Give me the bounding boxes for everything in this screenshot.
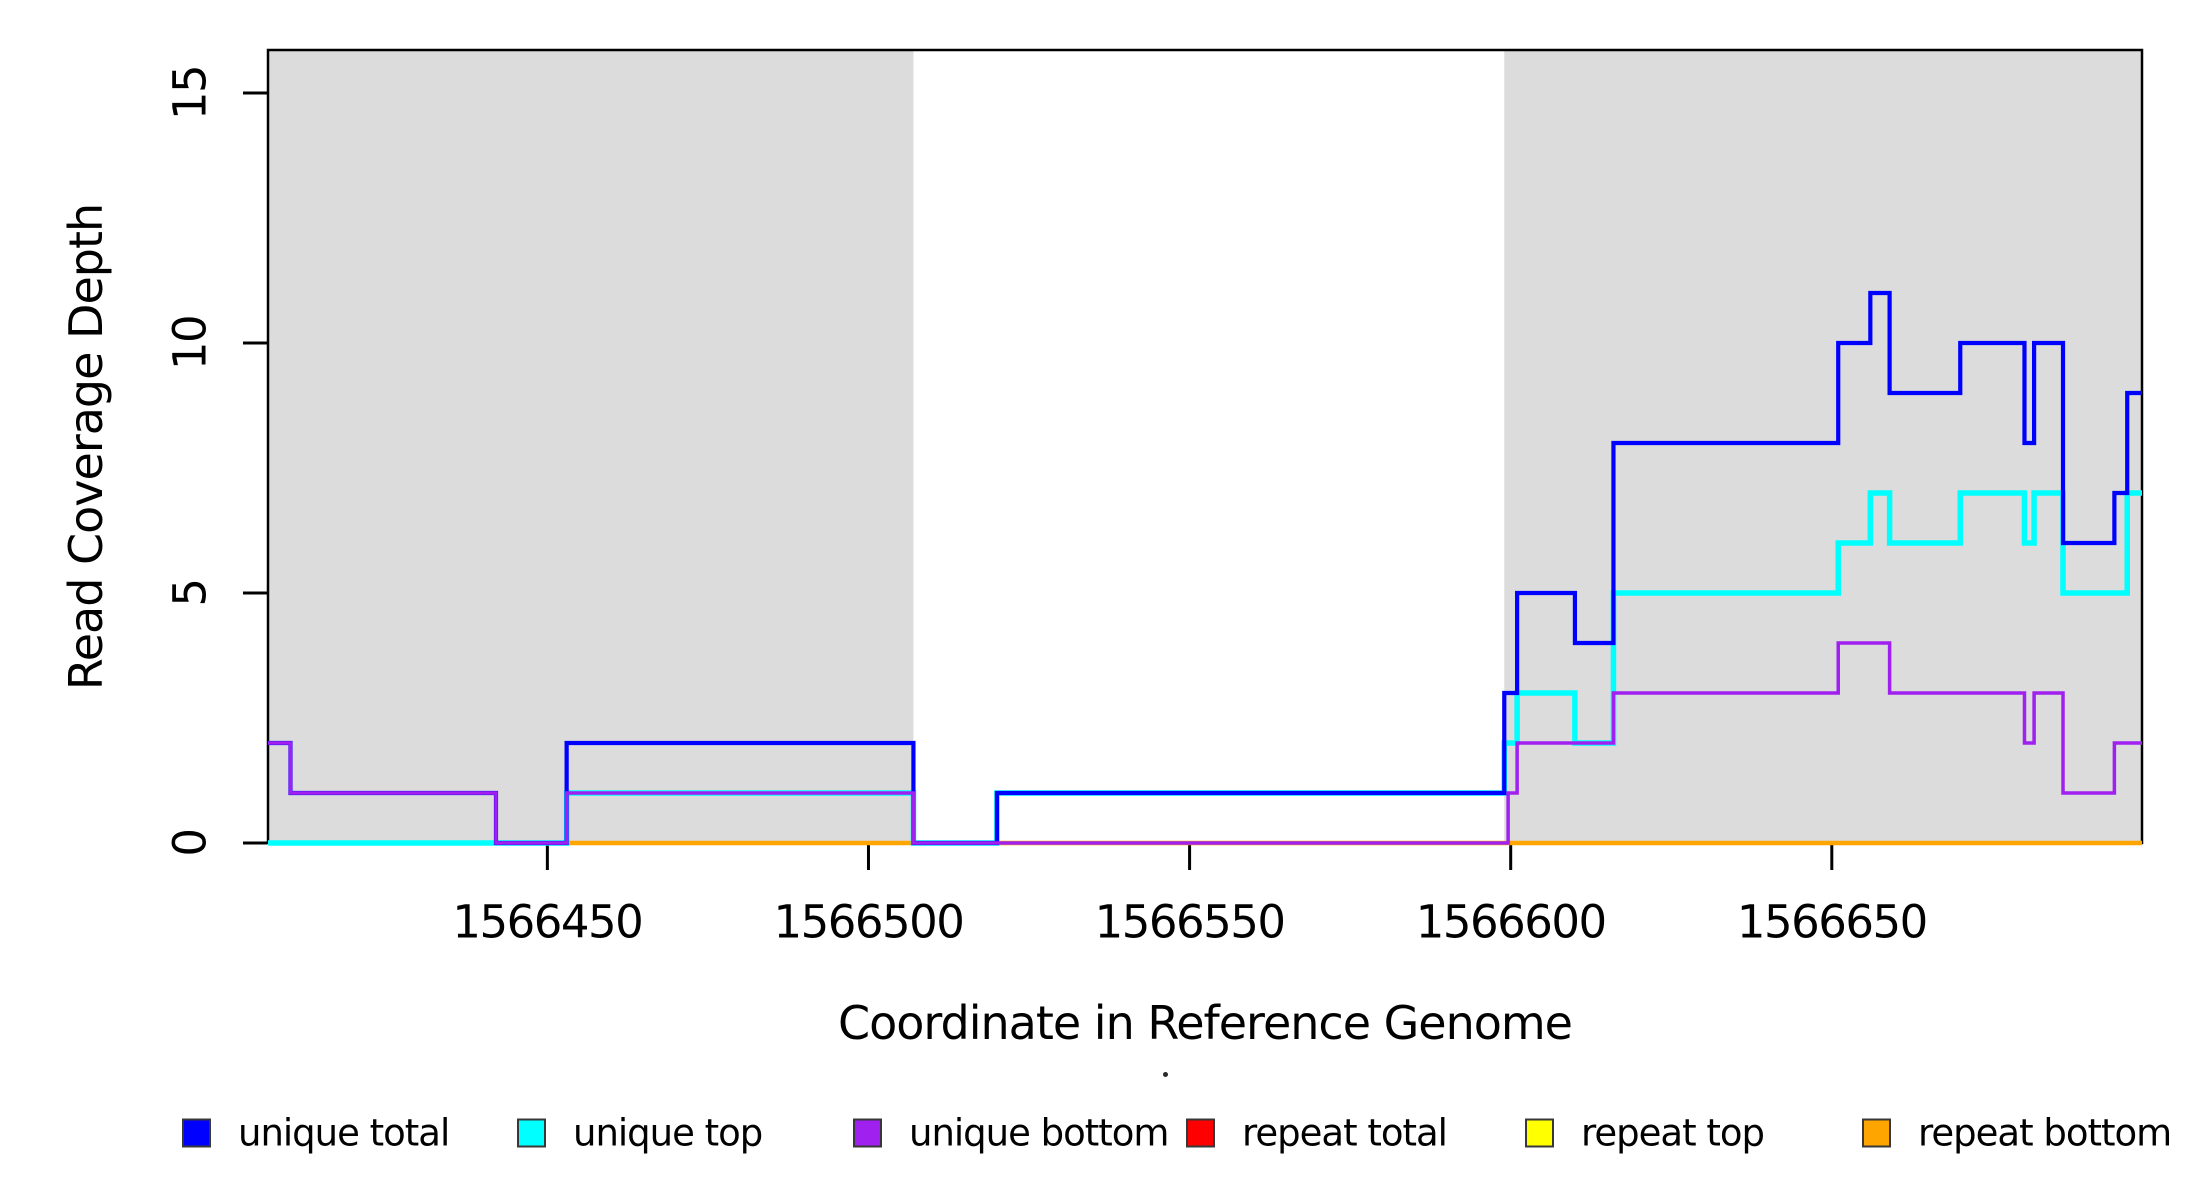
legend-swatch-icon [517, 1118, 546, 1148]
legend-swatch-icon [1186, 1118, 1215, 1148]
legend-swatch-icon [1862, 1118, 1891, 1148]
left-gray-band [268, 50, 914, 843]
legend-item-unique-bottom: unique bottom [853, 1111, 1169, 1155]
legend-swatch-icon [853, 1118, 882, 1148]
legend-label: repeat top [1581, 1111, 1765, 1155]
legend-label: unique top [573, 1111, 763, 1155]
artifact-dot [1163, 1072, 1168, 1077]
y-tick-label: 15 [163, 65, 217, 121]
series-unique-total [268, 290, 2142, 846]
legend-label: repeat total [1242, 1111, 1448, 1155]
legend-label: unique bottom [909, 1111, 1169, 1155]
series-unique-bottom [268, 641, 2142, 845]
legend-item-unique-total: unique total [182, 1111, 450, 1155]
x-tick-label: 1566550 [1094, 895, 1286, 949]
legend-item-repeat-top: repeat top [1525, 1111, 1765, 1155]
y-tick-label: 10 [163, 315, 217, 371]
legend-item-unique-top: unique top [517, 1111, 763, 1155]
legend-item-repeat-bottom: repeat bottom [1862, 1111, 2172, 1155]
legend-swatch-icon [1525, 1118, 1554, 1148]
legend-label: unique total [238, 1111, 450, 1155]
right-gray-band [1504, 50, 2142, 843]
legend-swatch-icon [182, 1118, 211, 1148]
x-tick-label: 1566450 [452, 895, 643, 949]
y-tick-label: 0 [163, 829, 217, 857]
x-axis-title: Coordinate in Reference Genome [838, 996, 1573, 1050]
legend-label: repeat bottom [1918, 1111, 2172, 1155]
y-axis-title: Read Coverage Depth [59, 203, 113, 691]
y-tick-label: 5 [163, 579, 217, 607]
legend-item-repeat-total: repeat total [1186, 1111, 1448, 1155]
x-tick-label: 1566500 [773, 895, 965, 949]
x-tick-label: 1566600 [1415, 895, 1607, 949]
x-tick-label: 1566650 [1736, 895, 1928, 949]
